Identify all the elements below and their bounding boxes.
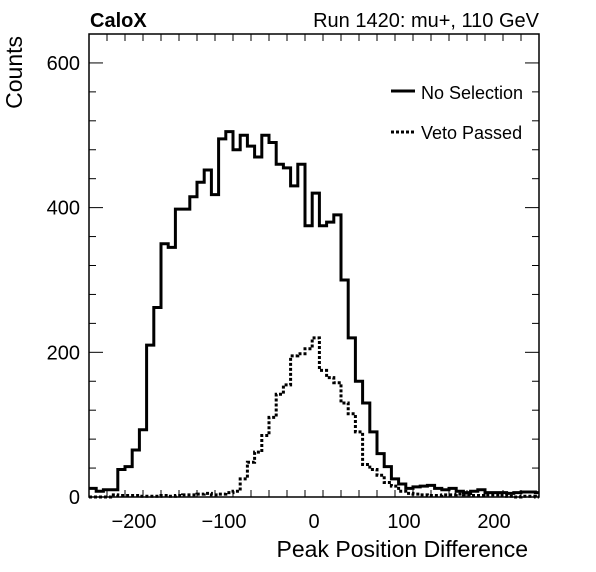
legend-label-veto-passed: Veto Passed — [421, 123, 522, 143]
x-tick-label: −200 — [111, 511, 156, 533]
y-tick-label: 400 — [47, 198, 80, 220]
x-tick-label: 0 — [308, 511, 319, 533]
legend: No Selection Veto Passed — [391, 83, 523, 143]
legend-label-no-selection: No Selection — [421, 83, 523, 103]
y-axis-ticks: 0 200 400 600 — [47, 33, 539, 509]
run-info-label: Run 1420: mu+, 110 GeV — [313, 10, 540, 32]
x-axis-label: Peak Position Difference — [277, 536, 528, 562]
y-axis-label: Counts — [1, 36, 27, 109]
x-tick-label: −100 — [201, 511, 246, 533]
y-tick-label: 600 — [47, 53, 80, 75]
y-tick-label: 200 — [47, 342, 80, 364]
x-tick-label: 100 — [387, 511, 420, 533]
x-axis-ticks: −200 −100 0 100 200 — [88, 34, 540, 533]
series-no-selection — [89, 130, 539, 495]
series-veto-passed — [89, 336, 539, 499]
y-tick-label: 0 — [69, 487, 80, 509]
x-tick-label: 200 — [477, 511, 510, 533]
plot-frame — [88, 33, 540, 498]
series-layer — [89, 130, 539, 499]
experiment-label: CaloX — [90, 10, 147, 32]
